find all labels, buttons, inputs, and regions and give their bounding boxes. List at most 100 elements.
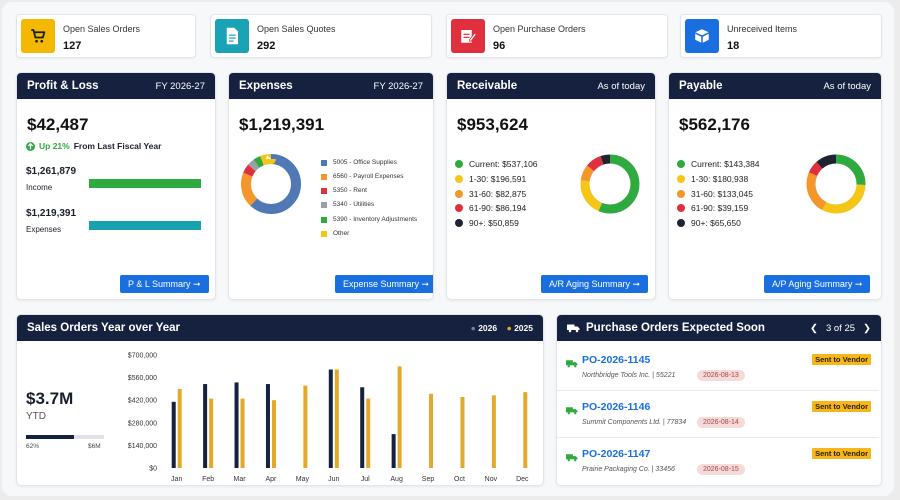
y-tick-label: $140,000 bbox=[128, 443, 157, 450]
kpi-value: 127 bbox=[63, 40, 82, 52]
legend-swatch bbox=[321, 173, 327, 180]
truck-icon bbox=[567, 323, 580, 333]
prev-icon[interactable]: ❮ bbox=[810, 322, 818, 334]
sales-yoy-card: Sales Orders Year over Year ● 2026 ● 202… bbox=[16, 314, 544, 486]
legend-swatch bbox=[321, 159, 327, 166]
card-period: FY 2026-27 bbox=[155, 80, 205, 92]
legend-item: 6560 - Payroll Expenses bbox=[321, 173, 403, 180]
kpi-value: 96 bbox=[493, 40, 506, 52]
legend-swatch bbox=[321, 201, 327, 208]
x-tick-label: Apr bbox=[266, 476, 278, 483]
ytd-value: $3.7M bbox=[26, 389, 74, 408]
kpi-label: Open Sales Orders bbox=[63, 24, 141, 34]
x-tick-label: Nov bbox=[485, 476, 498, 483]
legend-label: 5005 - Office Supplies bbox=[333, 159, 397, 166]
aging-label: 31-60: $82,875 bbox=[469, 189, 527, 199]
card-title: Sales Orders Year over Year bbox=[27, 322, 181, 334]
change-pct: Up 21% bbox=[39, 141, 70, 151]
card-header: Payable As of today bbox=[669, 73, 881, 99]
aging-dot bbox=[677, 160, 685, 168]
arrow-right-icon: ➞ bbox=[854, 279, 863, 289]
po-number[interactable]: PO-2026-1147 bbox=[582, 448, 651, 460]
x-tick-label: Jul bbox=[361, 476, 370, 483]
x-tick-label: Jan bbox=[171, 476, 182, 483]
po-row[interactable]: PO-2026-1145 Northbridge Tools Inc. | 55… bbox=[557, 345, 879, 391]
x-tick-label: Dec bbox=[516, 476, 529, 483]
bar-2025-jan bbox=[177, 388, 182, 468]
legend-label: 5340 - Utilities bbox=[333, 201, 375, 208]
donut-slice bbox=[806, 154, 866, 214]
legend-item: 5350 - Rent bbox=[321, 187, 367, 194]
income-label: Income bbox=[26, 183, 53, 192]
expenses-donut-chart bbox=[241, 154, 301, 214]
purchase-order-icon bbox=[451, 19, 485, 53]
kpi-open-sales-orders[interactable]: Open Sales Orders 127 bbox=[16, 14, 196, 58]
aging-item: Current: $143,384 bbox=[677, 159, 760, 169]
expenses-bar bbox=[89, 221, 201, 230]
aging-dot bbox=[455, 175, 463, 183]
card-header: Expenses FY 2026-27 bbox=[229, 73, 433, 99]
bar-2025-mar bbox=[240, 398, 245, 468]
expenses-amount: $1,219,391 bbox=[239, 115, 325, 134]
bar-2025-oct bbox=[460, 396, 465, 468]
payable-amount: $562,176 bbox=[679, 115, 750, 134]
aging-item: 1-30: $196,591 bbox=[455, 174, 526, 184]
x-tick-label: Mar bbox=[234, 476, 247, 483]
aging-dot bbox=[677, 204, 685, 212]
change-text: From Last Fiscal Year bbox=[73, 141, 162, 151]
status-badge: Sent to Vendor bbox=[812, 448, 871, 459]
card-header: Sales Orders Year over Year ● 2026 ● 202… bbox=[17, 315, 543, 341]
button-label: Expense Summary bbox=[343, 279, 420, 289]
legend-label: Other bbox=[333, 230, 350, 237]
po-number[interactable]: PO-2026-1145 bbox=[582, 354, 651, 366]
legend-label-2025: 2025 bbox=[514, 323, 533, 333]
donut-slice bbox=[806, 154, 866, 214]
aging-label: 90+: $65,650 bbox=[691, 218, 741, 228]
aging-dot bbox=[455, 190, 463, 198]
ar-aging-summary-button[interactable]: A/R Aging Summary ➞ bbox=[541, 275, 649, 293]
po-number[interactable]: PO-2026-1146 bbox=[582, 401, 651, 413]
aging-dot bbox=[455, 204, 463, 212]
receivable-amount: $953,624 bbox=[457, 115, 528, 134]
bar-2025-apr bbox=[271, 400, 276, 468]
kpi-label: Open Sales Quotes bbox=[257, 24, 336, 34]
card-header: Receivable As of today bbox=[447, 73, 655, 99]
receivable-card: Receivable As of today $953,624 Current:… bbox=[446, 72, 656, 300]
income-amount: $1,261,879 bbox=[26, 166, 77, 177]
kpi-open-sales-quotes[interactable]: Open Sales Quotes 292 bbox=[210, 14, 432, 58]
aging-dot bbox=[677, 219, 685, 227]
po-row[interactable]: PO-2026-1146 Summit Components Ltd. | 77… bbox=[557, 392, 879, 438]
pager-text: 3 of 25 bbox=[825, 322, 856, 334]
truck-icon bbox=[566, 355, 578, 373]
cart-icon bbox=[21, 19, 55, 53]
aging-label: Current: $537,106 bbox=[469, 159, 538, 169]
dashboard: Open Sales Orders 127 Open Sales Quotes … bbox=[2, 2, 894, 496]
po-card-title: Purchase Orders Expected Soon bbox=[567, 322, 765, 334]
donut-slice bbox=[241, 154, 301, 214]
chart-legend: ● 2026 ● 2025 bbox=[471, 323, 533, 333]
aging-dot bbox=[677, 175, 685, 183]
kpi-value: 18 bbox=[727, 40, 740, 52]
kpi-unreceived-items[interactable]: Unreceived Items 18 bbox=[680, 14, 882, 58]
pnl-summary-button[interactable]: P & L Summary ➞ bbox=[120, 275, 209, 293]
legend-label: 5350 - Rent bbox=[333, 187, 367, 194]
card-title: Receivable bbox=[457, 80, 518, 92]
bar-2025-sep bbox=[429, 393, 434, 468]
aging-label: 90+: $50,859 bbox=[469, 218, 519, 228]
aging-item: Current: $537,106 bbox=[455, 159, 538, 169]
x-tick-label: Aug bbox=[390, 476, 403, 483]
bar-2025-dec bbox=[523, 392, 528, 468]
ap-aging-summary-button[interactable]: A/P Aging Summary ➞ bbox=[764, 275, 871, 293]
po-row[interactable]: PO-2026-1147 Prairie Packaging Co. | 334… bbox=[557, 439, 879, 485]
kpi-open-purchase-orders[interactable]: Open Purchase Orders 96 bbox=[446, 14, 668, 58]
ytd-label: YTD bbox=[26, 411, 46, 422]
arrow-right-icon: ➞ bbox=[193, 279, 201, 289]
legend-swatch bbox=[321, 230, 327, 237]
income-bar bbox=[89, 179, 201, 188]
aging-label: 31-60: $133,045 bbox=[691, 189, 753, 199]
progress-label: 62% bbox=[26, 443, 40, 450]
aging-label: 61-90: $86,194 bbox=[469, 203, 527, 213]
next-icon[interactable]: ❯ bbox=[863, 322, 871, 334]
expense-summary-button[interactable]: Expense Summary ➞ bbox=[335, 275, 433, 293]
sales-bar-chart: $0 $140,000 $280,000 $420,000 $560,000 $700,0… bbox=[128, 353, 529, 484]
